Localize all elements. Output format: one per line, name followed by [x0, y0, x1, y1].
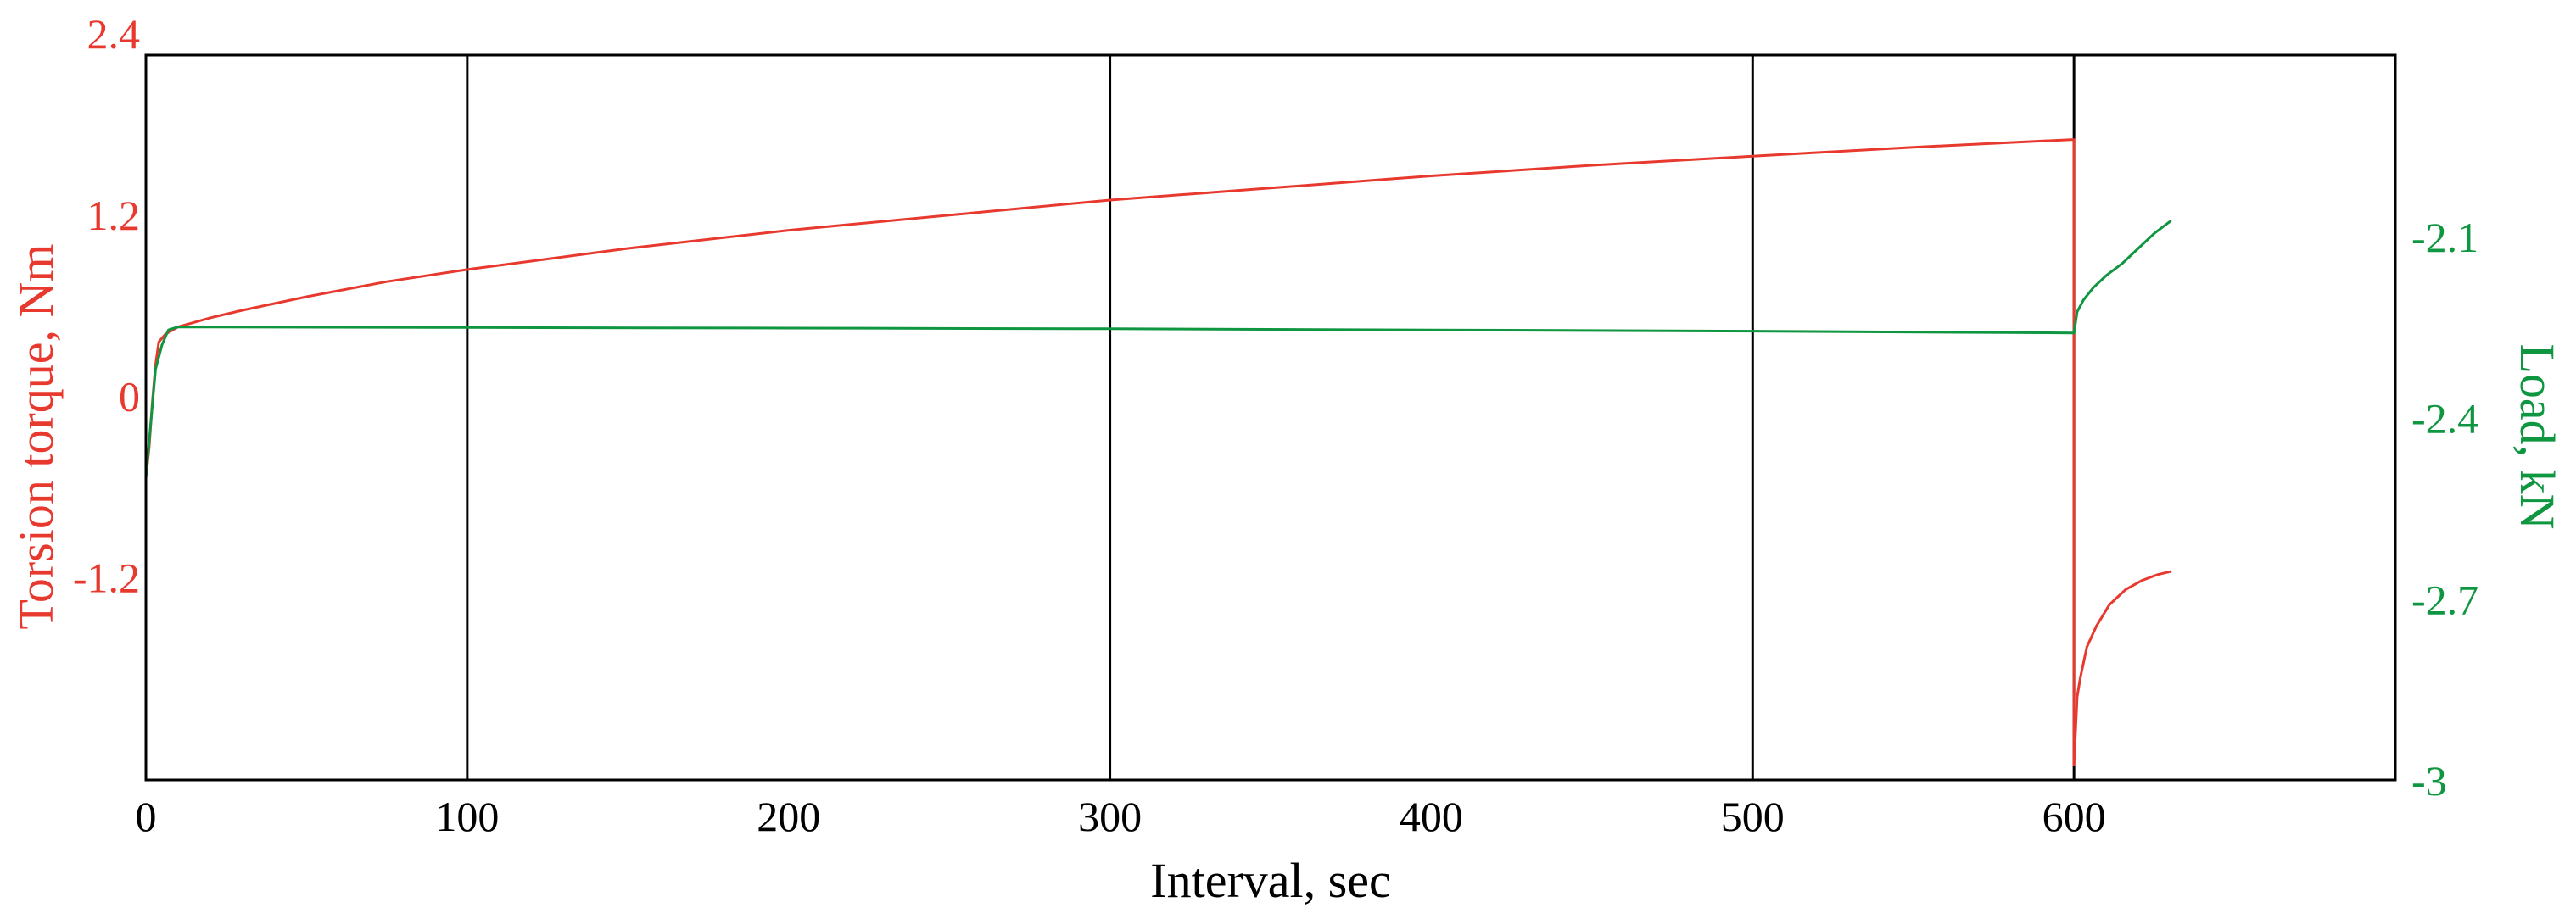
x-tick-label: 500 — [1721, 793, 1785, 840]
y-left-tick-layer: 2.4 1.2 0 -1.2 — [73, 10, 140, 601]
y-left-tick-label: -1.2 — [73, 554, 140, 601]
x-tick-label: 300 — [1078, 793, 1142, 840]
y-right-tick-label: -2.4 — [2411, 395, 2478, 443]
y-right-tick-label: -2.7 — [2411, 576, 2478, 623]
x-axis-title: Interval, sec — [1150, 853, 1390, 908]
x-tick-label: 400 — [1400, 793, 1463, 840]
x-tick-label: 600 — [2042, 793, 2106, 840]
series-layer — [144, 138, 2172, 766]
y-right-tick-layer: -2.1 -2.4 -2.7 -3 — [2411, 214, 2478, 805]
y-left-tick-label: 1.2 — [87, 192, 141, 239]
load-series-line — [2072, 220, 2172, 335]
x-tick-label: 0 — [136, 793, 157, 840]
y-right-axis-title: Load, kN — [2510, 343, 2565, 529]
x-tick-label: 100 — [435, 793, 499, 840]
y-left-tick-label: 2.4 — [87, 10, 141, 58]
y-left-tick-label: 0 — [119, 373, 140, 421]
torque-series-line — [2072, 570, 2172, 766]
load-series-line — [144, 326, 2076, 480]
x-tick-label: 200 — [757, 793, 820, 840]
y-left-axis-title: Torsion torque, Nm — [8, 243, 64, 629]
x-tick-layer: 0 100 200 300 400 500 600 — [136, 793, 2106, 840]
y-right-tick-label: -3 — [2411, 757, 2447, 805]
torque-series-line — [144, 138, 2076, 480]
plot-frame — [144, 53, 2397, 782]
y-right-tick-label: -2.1 — [2411, 214, 2478, 261]
